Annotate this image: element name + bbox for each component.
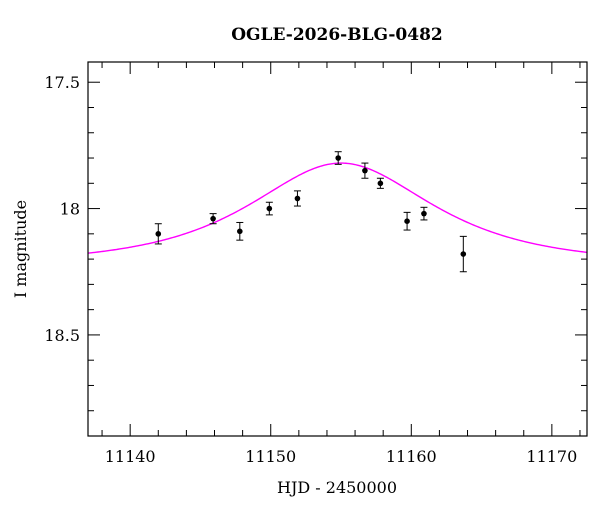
data-point xyxy=(265,201,273,216)
data-point xyxy=(403,211,411,231)
point-marker xyxy=(155,231,162,237)
y-axis-label: I magnitude xyxy=(11,200,30,298)
point-marker xyxy=(237,228,243,235)
point-marker xyxy=(266,205,273,212)
point-marker xyxy=(404,218,410,225)
y-tick-label: 17.5 xyxy=(44,73,80,92)
data-point xyxy=(459,235,467,273)
point-marker xyxy=(377,180,384,187)
data-point xyxy=(334,151,342,165)
chart-title: OGLE-2026-BLG-0482 xyxy=(231,25,443,45)
x-tick-label: 11150 xyxy=(245,447,296,466)
point-marker xyxy=(210,215,216,222)
y-tick-label: 18.5 xyxy=(44,326,80,345)
y-tick-label: 18 xyxy=(60,200,80,219)
x-tick-label: 11140 xyxy=(105,447,156,466)
point-marker xyxy=(421,210,427,217)
plot-area: 11140 11150 11160 11170 17.5 18 18.5 xyxy=(44,62,587,466)
data-point xyxy=(376,177,384,189)
data-point xyxy=(361,162,369,179)
data-point xyxy=(293,190,301,207)
data-point xyxy=(154,223,162,245)
x-axis-label: HJD - 2450000 xyxy=(277,478,397,497)
data-point xyxy=(420,206,428,221)
plot-frame xyxy=(87,61,588,437)
x-tick-label: 11170 xyxy=(526,447,577,466)
model-curve xyxy=(88,162,587,254)
point-marker xyxy=(460,251,467,257)
point-marker xyxy=(335,155,342,161)
data-point xyxy=(209,213,217,225)
point-marker xyxy=(294,195,301,202)
x-tick-label: 11160 xyxy=(386,447,437,466)
data-point xyxy=(236,221,244,241)
point-marker xyxy=(362,167,368,174)
